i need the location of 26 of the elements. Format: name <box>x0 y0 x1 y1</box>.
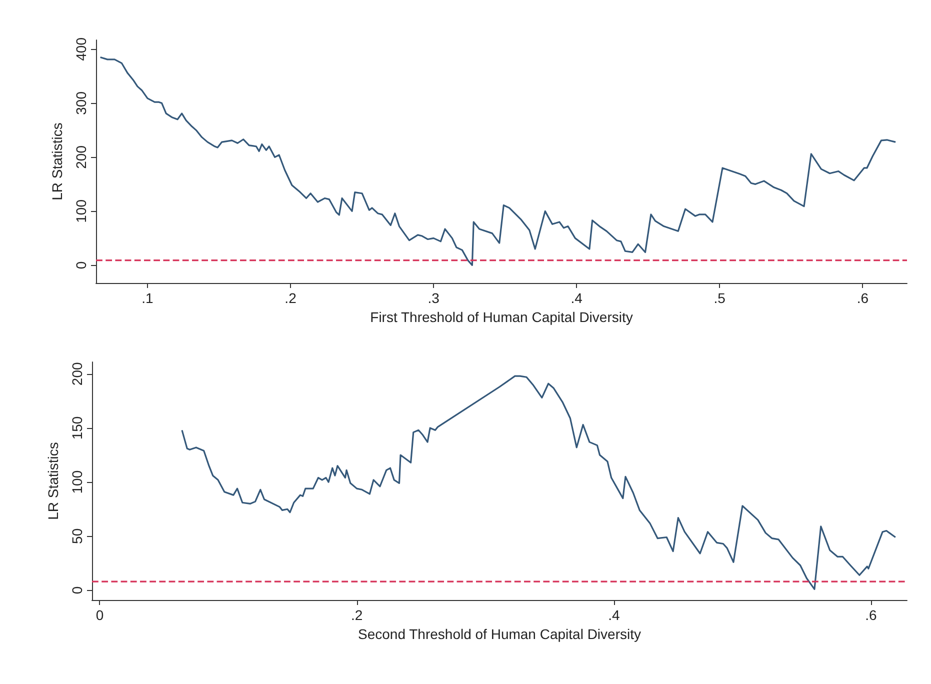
y-axis-title: LR Statistics <box>45 442 61 520</box>
x-tick-label: .4 <box>608 607 620 623</box>
x-tick-label: .2 <box>350 607 363 623</box>
x-axis-title: First Threshold of Human Capital Diversity <box>370 308 633 325</box>
y-tick-label: 50 <box>69 528 85 544</box>
y-tick-label: 0 <box>73 261 89 270</box>
y-tick-label: 100 <box>69 470 85 494</box>
y-axis-title: LR Statistics <box>49 122 65 200</box>
x-axis-title: Second Threshold of Human Capital Diversity <box>358 626 641 642</box>
x-tick-label: .6 <box>856 290 869 306</box>
x-tick-label: .3 <box>428 290 440 306</box>
x-tick-label: .6 <box>865 607 878 623</box>
x-tick-label: .5 <box>714 290 726 306</box>
line-series <box>181 375 896 590</box>
x-tick-label: .4 <box>570 290 583 306</box>
y-tick-label: 300 <box>73 91 89 115</box>
x-tick-label: .2 <box>284 290 297 306</box>
x-tick-label: .1 <box>142 290 154 306</box>
line-series <box>99 56 896 266</box>
y-tick-label: 100 <box>73 199 89 223</box>
y-tick-label: 200 <box>73 145 89 169</box>
y-tick-label: 400 <box>73 37 89 61</box>
y-tick-label: 150 <box>69 416 85 440</box>
y-tick-label: 0 <box>69 586 85 594</box>
x-tick-label: 0 <box>96 607 104 623</box>
y-tick-label: 200 <box>69 362 85 386</box>
